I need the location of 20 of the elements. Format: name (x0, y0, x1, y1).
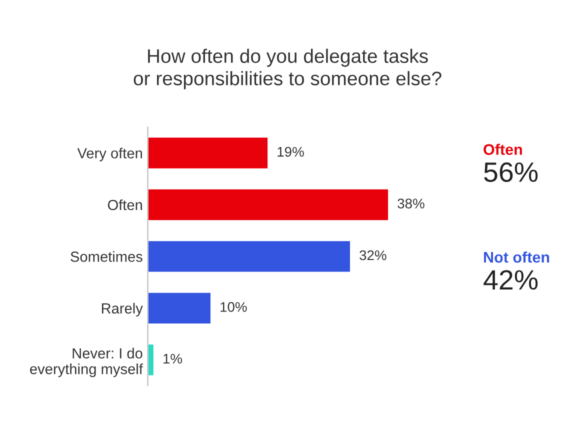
text: Often (484, 144, 522, 155)
data-label: 10% (220, 302, 247, 312)
y-tick-label: Very often (77, 148, 142, 162)
y-tick-label: Often (108, 199, 142, 210)
y-tick-label: Rarely (102, 302, 143, 316)
bar (148, 240, 352, 274)
data-label: 32% (360, 250, 386, 260)
chart-title: How often do you delegate tasks or responsibilities to someone else? (134, 48, 442, 90)
text: 56% (484, 162, 538, 182)
bar (148, 136, 269, 170)
y-tick-label: Never: I do everything myself (30, 348, 143, 378)
data-label: 19% (278, 146, 304, 157)
data-label: 1% (164, 354, 182, 364)
bar (148, 343, 155, 377)
bar (148, 291, 212, 325)
text: Not often (484, 251, 550, 263)
text: 42% (484, 270, 538, 290)
data-label: 38% (398, 198, 424, 208)
bar (148, 188, 390, 222)
y-tick-label: Sometimes (70, 251, 142, 262)
